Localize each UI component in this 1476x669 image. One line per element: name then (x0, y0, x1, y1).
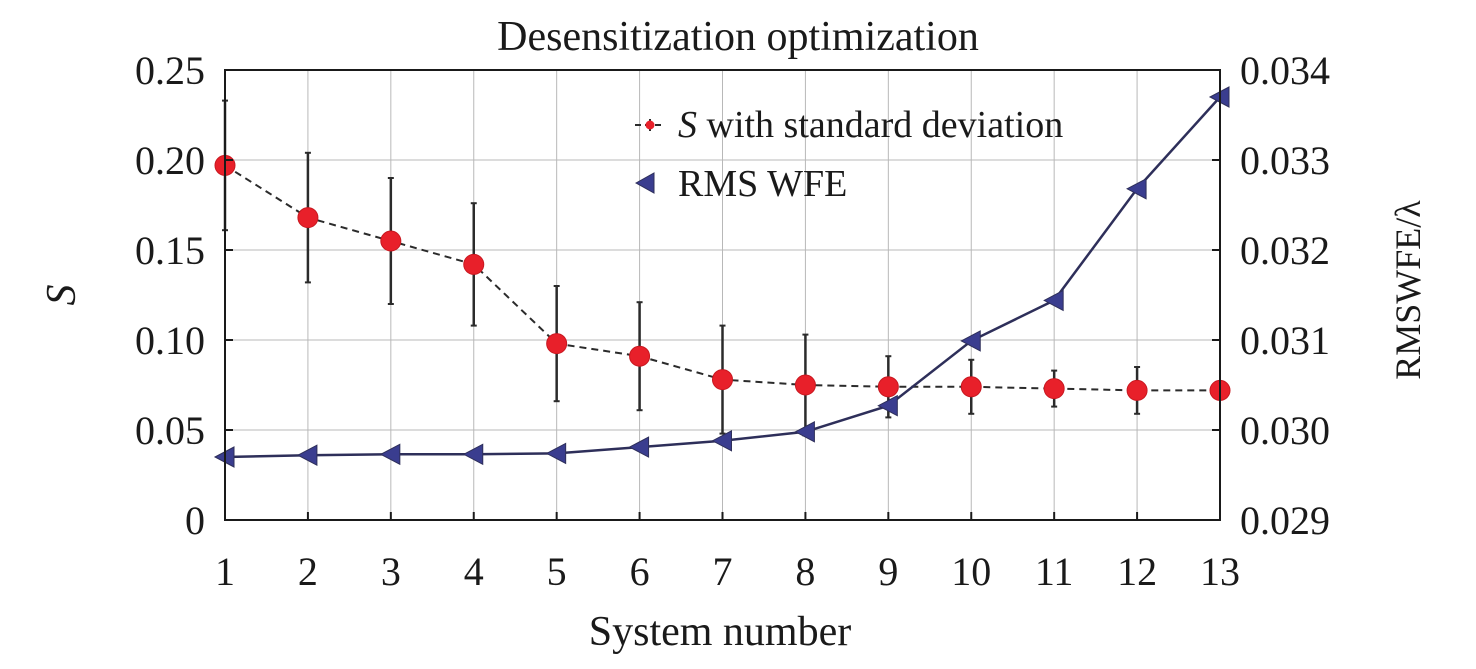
x-tick-label: 3 (381, 549, 401, 594)
y-tick-label-right: 0.034 (1240, 48, 1330, 93)
s-point (1126, 379, 1148, 401)
y-tick-label-right: 0.029 (1240, 498, 1330, 543)
x-tick-label: 4 (464, 549, 484, 594)
legend-s-text: S with standard deviation (678, 104, 1063, 146)
s-point (380, 230, 402, 252)
rms-point (960, 330, 981, 352)
x-tick-label: 12 (1117, 549, 1157, 594)
rms-point (545, 442, 567, 465)
x-tick-label: 8 (795, 549, 815, 594)
x-tick-label: 6 (630, 549, 650, 594)
legend-s-symbol: S (678, 104, 697, 146)
rms-point (1126, 177, 1147, 200)
chart-title: Desensitization optimization (497, 14, 979, 60)
legend-rms-marker (634, 172, 655, 194)
x-tick-label: 13 (1200, 549, 1240, 594)
rms-point (711, 429, 732, 452)
y-tick-label-left: 0 (185, 498, 205, 543)
y-tick-label-right: 0.032 (1240, 228, 1330, 273)
s-point (546, 333, 568, 355)
x-axis-label: System number (589, 609, 851, 655)
rms-point (628, 436, 650, 458)
x-tick-label: 11 (1035, 549, 1074, 594)
s-point (297, 207, 319, 229)
rms-point (877, 394, 898, 417)
y-tick-label-left: 0.05 (135, 408, 205, 453)
series-layer (213, 86, 1231, 468)
y-axis-label-right: RMSWFE/λ (1388, 200, 1428, 380)
rms-point (462, 443, 484, 466)
y-tick-label-left: 0.25 (135, 48, 205, 93)
y-tick-label-left: 0.20 (135, 138, 205, 183)
legend-rms-label: RMS WFE (678, 163, 847, 205)
legend: S with standard deviation RMS WFE (634, 104, 1063, 205)
legend-s-label: with standard deviation (707, 104, 1064, 146)
y-tick-label-left: 0.10 (135, 318, 205, 363)
s-point (1043, 378, 1065, 400)
s-point (960, 376, 982, 398)
x-tick-label: 5 (547, 549, 567, 594)
s-point (794, 374, 816, 396)
rms-point (379, 443, 401, 466)
s-point (877, 376, 899, 398)
s-point (629, 345, 651, 367)
x-tick-label: 10 (951, 549, 991, 594)
y-tick-label-right: 0.033 (1240, 138, 1330, 183)
rms-point (1043, 289, 1064, 312)
x-tick-label: 7 (713, 549, 733, 594)
s-point (463, 253, 485, 275)
y-tick-label-left: 0.15 (135, 228, 205, 273)
legend-s-marker (645, 120, 655, 130)
y-tick-label-right: 0.030 (1240, 408, 1330, 453)
x-tick-label: 9 (878, 549, 898, 594)
rms-point (296, 444, 318, 467)
y-tick-label-right: 0.031 (1240, 318, 1330, 363)
rms-point (794, 420, 815, 443)
x-tick-label: 1 (215, 549, 235, 594)
s-point (712, 369, 733, 391)
x-tick-label: 2 (298, 549, 318, 594)
y-axis-label-left: S (39, 285, 85, 306)
